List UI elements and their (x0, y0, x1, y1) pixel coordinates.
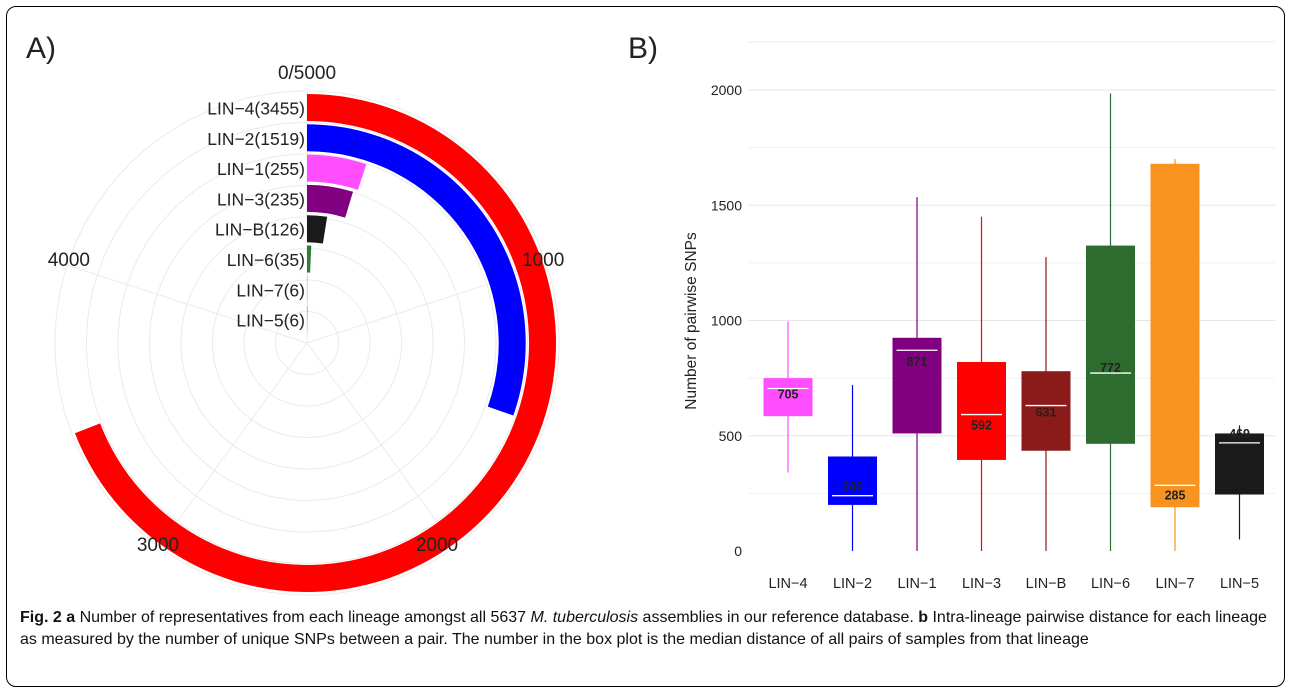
bar-label: LIN−B(126) (215, 220, 305, 240)
x-tick-label: LIN−1 (897, 576, 936, 592)
caption-a-italic: M. tuberculosis (530, 609, 639, 626)
caption-b-letter: b (918, 609, 929, 626)
box-body (1215, 433, 1264, 495)
y-tick-label: 2000 (711, 82, 742, 98)
grid-spoke (67, 264, 308, 344)
y-axis-label: Number of pairwise SNPs (683, 232, 700, 410)
bar-label: LIN−2(1519) (207, 129, 305, 149)
x-tick-label: LIN−B (1026, 576, 1067, 592)
x-tick-label: LIN−7 (1155, 576, 1194, 592)
median-label: 631 (1036, 406, 1057, 420)
radial-bar (307, 154, 367, 190)
box-body (828, 456, 877, 505)
grid-spoke (306, 342, 456, 548)
caption-fig-label: Fig. 2 (20, 609, 62, 626)
angular-tick-label: 3000 (137, 535, 179, 556)
x-tick-label: LIN−3 (962, 576, 1001, 592)
angular-tick-label: 4000 (48, 250, 90, 271)
box-body (1150, 163, 1200, 508)
figure-svg: A) B) LIN−4(3455)LIN−2(1519)LIN−1(255)LI… (26, 32, 1275, 596)
radial-bar (307, 124, 526, 416)
caption-a-text-1: Number of representatives from each line… (75, 609, 531, 626)
bar-label: LIN−6(35) (227, 250, 305, 270)
radial-bar (307, 215, 328, 244)
median-label: 592 (971, 419, 992, 433)
figure-caption: Fig. 2 a Number of representatives from … (20, 607, 1270, 651)
box-body (1021, 371, 1071, 451)
radial-bar-chart: LIN−4(3455) LIN−2(1519) LIN−1(255) LIN−3(23… (48, 63, 564, 596)
bar-label: LIN−7(6) (236, 280, 305, 300)
bar-label: LIN−4(3455) (207, 99, 305, 119)
y-tick-label: 1000 (711, 313, 742, 329)
angular-tick-label: 1000 (522, 250, 564, 271)
box-body (957, 361, 1006, 460)
radial-bar (307, 245, 312, 273)
y-tick-label: 0 (734, 543, 742, 559)
caption-b-text: Intra-lineage pairwise distance for each… (20, 609, 1267, 648)
bar-label: LIN−3(235) (217, 189, 305, 209)
x-tick-label: LIN−5 (1220, 576, 1259, 592)
median-label: 240 (842, 480, 863, 494)
median-label: 705 (778, 387, 799, 401)
x-tick-label: LIN−4 (768, 576, 807, 592)
bar-label: LIN−1(255) (217, 159, 305, 179)
caption-a-text-2: assemblies in our reference database. (638, 609, 919, 626)
panel-a-letter: A) (26, 32, 56, 65)
radial-bar (307, 275, 308, 303)
y-tick-label: 1500 (711, 197, 742, 213)
grid-spoke (158, 342, 308, 548)
radial-bar (307, 184, 354, 218)
caption-a-letter: a (66, 609, 76, 626)
x-tick-label: LIN−2 (833, 576, 872, 592)
box-body (1086, 245, 1135, 444)
median-label: 469 (1229, 427, 1250, 441)
angular-tick-label: 0/5000 (278, 63, 336, 84)
median-label: 871 (907, 355, 928, 369)
median-label: 772 (1100, 361, 1121, 375)
box-plot-chart: 0 500 1000 1500 2000 Number of pairwise SNPs 7… (683, 41, 1275, 592)
median-label: 285 (1165, 488, 1186, 502)
y-tick-label: 500 (719, 428, 743, 444)
box-body (892, 337, 942, 434)
box-body (763, 378, 813, 417)
angular-tick-label: 2000 (416, 535, 458, 556)
x-tick-label: LIN−6 (1091, 576, 1130, 592)
bar-label: LIN−5(6) (236, 311, 305, 331)
panel-b-letter: B) (628, 32, 658, 65)
